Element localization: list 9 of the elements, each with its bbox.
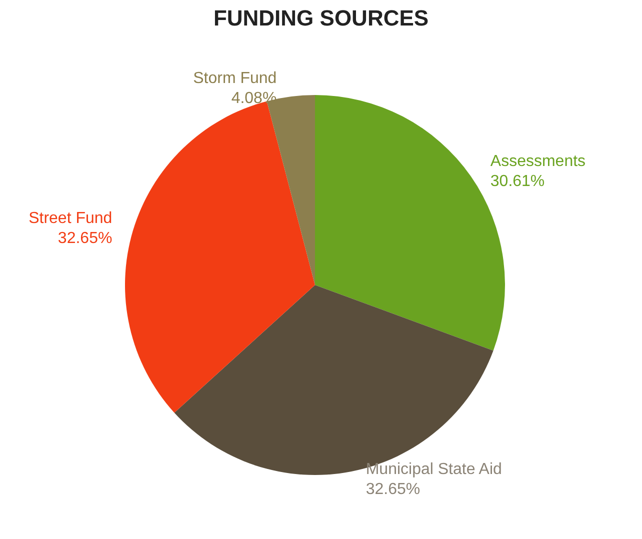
slice-label: Storm Fund [193,70,277,88]
data-label: 32.65% [58,230,112,248]
data-label: 4.08% [231,90,277,108]
slice-label: Street Fund [28,210,112,228]
data-label: 30.61% [490,173,545,190]
data-label: 32.65% [366,480,420,498]
slice-label: Assessments [490,153,586,170]
chart-title: FUNDING SOURCES [213,6,429,30]
slice-label: Municipal State Aid [366,460,502,478]
